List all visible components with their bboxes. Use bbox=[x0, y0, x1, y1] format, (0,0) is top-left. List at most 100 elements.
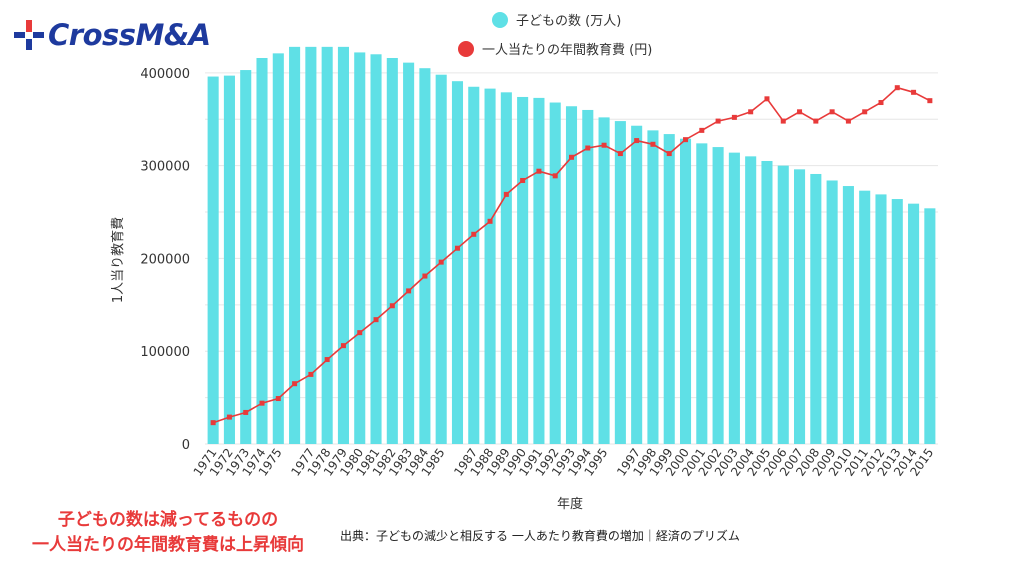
conclusion-line-2: 一人当たりの年間教育費は上昇傾向 bbox=[32, 535, 304, 555]
line-point bbox=[406, 288, 412, 294]
legend-marker-bars bbox=[492, 12, 508, 28]
line-point bbox=[520, 177, 526, 183]
source-caption: 出典：子どもの減少と相反する 一人あたり教育費の増加｜経済のプリズム bbox=[340, 528, 740, 543]
legend: 子どもの数 (万人) 一人当たりの年間教育費 (円) bbox=[458, 12, 652, 58]
bar bbox=[240, 70, 252, 444]
bar bbox=[419, 68, 431, 444]
line-point bbox=[536, 168, 542, 174]
bar bbox=[337, 46, 349, 445]
line-point bbox=[226, 414, 232, 420]
line-point bbox=[683, 137, 689, 143]
line-point bbox=[275, 396, 281, 402]
logo-text: CrossM&A bbox=[48, 18, 211, 52]
x-axis-label: 年度 bbox=[557, 496, 583, 512]
line-point bbox=[845, 118, 851, 124]
line-series bbox=[210, 85, 933, 426]
bar bbox=[549, 102, 561, 444]
brand-logo: CrossM&A bbox=[14, 18, 211, 52]
bar bbox=[256, 57, 268, 445]
legend-marker-line bbox=[458, 41, 474, 57]
y-tick-label: 0 bbox=[182, 438, 190, 453]
line-point bbox=[748, 109, 754, 115]
line-point bbox=[422, 273, 428, 279]
line-point bbox=[243, 409, 249, 415]
line-point bbox=[829, 109, 835, 115]
line-point bbox=[911, 89, 917, 95]
bar bbox=[582, 109, 594, 444]
line-point bbox=[552, 173, 558, 179]
line-point bbox=[340, 343, 346, 349]
bar bbox=[435, 74, 447, 444]
line-point bbox=[471, 231, 477, 237]
line-point bbox=[357, 330, 363, 336]
line-point bbox=[813, 118, 819, 124]
line-point bbox=[634, 138, 640, 144]
line-point bbox=[503, 191, 509, 197]
bar bbox=[712, 147, 724, 444]
bar bbox=[647, 130, 659, 445]
bar bbox=[924, 208, 936, 444]
line-point bbox=[454, 245, 460, 251]
bar bbox=[810, 173, 822, 444]
bar bbox=[908, 203, 920, 444]
bar bbox=[598, 117, 610, 445]
y-tick-label: 300000 bbox=[140, 160, 190, 175]
line-point bbox=[894, 85, 900, 91]
bar bbox=[728, 152, 740, 444]
legend-label-bars: 子どもの数 (万人) bbox=[516, 14, 621, 29]
bar bbox=[272, 53, 284, 444]
line-point bbox=[927, 98, 933, 104]
line-point bbox=[585, 145, 591, 151]
bar bbox=[468, 86, 480, 445]
bar bbox=[794, 169, 806, 444]
bar bbox=[826, 180, 838, 444]
bar bbox=[207, 76, 219, 445]
bar bbox=[631, 125, 643, 444]
bar bbox=[289, 46, 301, 445]
bar bbox=[891, 199, 903, 444]
line-point bbox=[487, 218, 493, 224]
line-point bbox=[389, 303, 395, 309]
bar-series bbox=[207, 46, 936, 445]
line-point bbox=[666, 151, 672, 157]
line-point bbox=[650, 141, 656, 147]
bar bbox=[533, 97, 545, 445]
legend-label-line: 一人当たりの年間教育費 (円) bbox=[482, 42, 652, 58]
bar bbox=[859, 190, 871, 444]
line-point bbox=[862, 109, 868, 115]
bar bbox=[745, 156, 757, 445]
bar bbox=[875, 194, 887, 444]
y-tick-label: 400000 bbox=[140, 67, 190, 82]
bar bbox=[354, 52, 366, 445]
line-point bbox=[438, 259, 444, 265]
bar bbox=[484, 88, 496, 444]
line-point bbox=[569, 154, 574, 160]
y-axis: 0 100000 200000 300000 400000 bbox=[140, 67, 190, 453]
bar bbox=[761, 160, 773, 444]
line-point bbox=[797, 109, 803, 115]
line-point bbox=[699, 127, 705, 133]
bar bbox=[305, 46, 317, 445]
bar bbox=[842, 186, 854, 444]
bar bbox=[451, 81, 464, 445]
line-point bbox=[764, 96, 770, 102]
bar bbox=[403, 62, 415, 444]
bar bbox=[696, 143, 708, 444]
line-point bbox=[731, 114, 737, 120]
conclusion-caption: 子どもの数は減ってるものの 一人当たりの年間教育費は上昇傾向 bbox=[0, 508, 336, 558]
conclusion-line-1: 子どもの数は減ってるものの bbox=[57, 510, 279, 530]
bar bbox=[565, 106, 578, 445]
bar bbox=[679, 138, 692, 444]
y-axis-label: 1人当り教育費 bbox=[110, 217, 126, 303]
line-point bbox=[308, 371, 314, 377]
bar bbox=[777, 165, 789, 444]
y-tick-label: 100000 bbox=[140, 345, 190, 360]
line-point bbox=[780, 118, 786, 124]
bar bbox=[223, 75, 235, 444]
bar bbox=[386, 57, 398, 445]
bar bbox=[370, 54, 382, 445]
line-point bbox=[601, 142, 607, 148]
bar bbox=[663, 134, 675, 444]
